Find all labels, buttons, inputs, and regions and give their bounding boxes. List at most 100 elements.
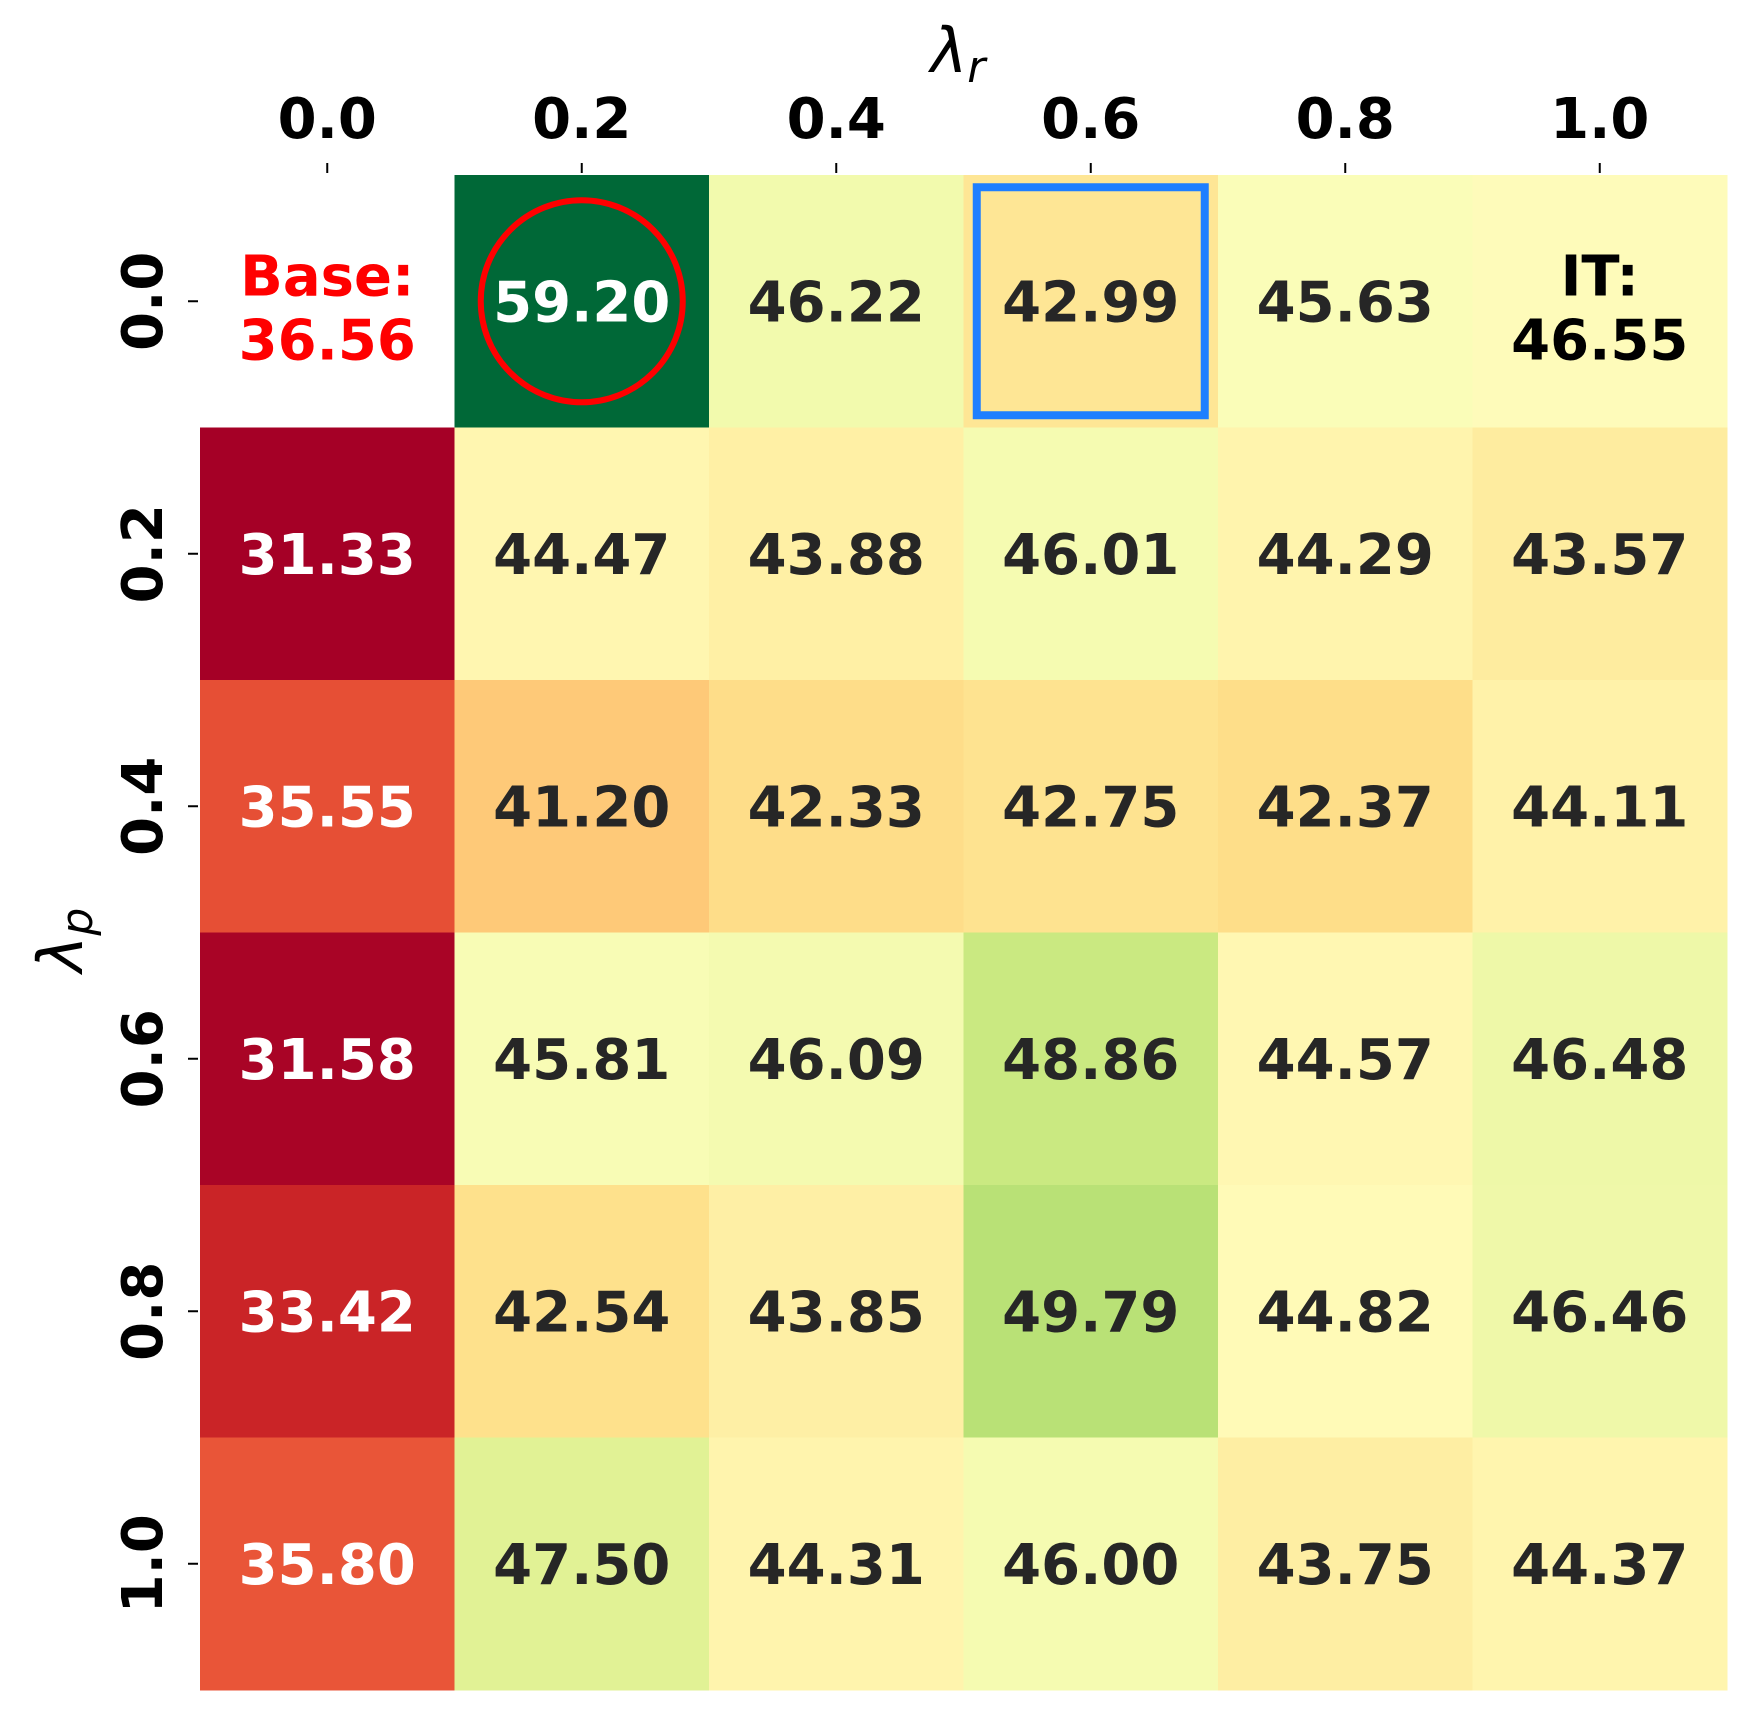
heatmap-cell — [709, 1185, 964, 1438]
y-tick-label: 0.0 — [111, 252, 176, 351]
cell-value-label: 35.80 — [239, 1533, 416, 1598]
heatmap-cell — [963, 175, 1219, 428]
heatmap-cell — [709, 932, 964, 1186]
heatmap-cell — [963, 1185, 1219, 1438]
highlight-square — [972, 183, 1209, 420]
cell-value-label: 46.00 — [1002, 1533, 1179, 1598]
cell-value-label: 31.33 — [239, 523, 416, 588]
y-tick-label: 0.4 — [111, 757, 176, 856]
cell-value-label: 42.99 — [1002, 270, 1179, 335]
cell-value-label: 47.50 — [493, 1533, 670, 1598]
cell-value-label: 44.47 — [493, 523, 670, 588]
cell-value-label: 44.11 — [1511, 775, 1688, 840]
heatmap-cell — [963, 680, 1219, 933]
heatmap-cell — [1472, 175, 1728, 428]
y-axis-title-symbol: λ — [24, 936, 97, 976]
heatmap-cell — [709, 175, 964, 428]
x-tick-label: 0.0 — [278, 87, 377, 152]
x-axis: 0.0 0.2 0.4 0.6 0.8 1.0 — [278, 87, 1649, 173]
y-tick-label: 1.0 — [111, 1514, 176, 1613]
heatmap-cells — [200, 175, 1728, 1691]
cell-value-label: 44.57 — [1257, 1028, 1434, 1093]
cell-value-label: 42.33 — [748, 775, 925, 840]
heatmap-cell — [200, 175, 455, 428]
cell-value-label: 31.58 — [239, 1028, 416, 1093]
y-tick-label: 0.2 — [111, 504, 176, 603]
cell-value-label: 43.85 — [748, 1280, 925, 1345]
cell-value-label: 43.75 — [1257, 1533, 1434, 1598]
cell-special-value: 46.55 — [1511, 308, 1688, 373]
cell-value-label: 35.55 — [239, 775, 416, 840]
heatmap-cell-labels: Base:36.56 59.20 46.22 42.99 45.63 IT:46.55 31… — [239, 244, 1689, 1598]
heatmap-cell — [1218, 680, 1473, 933]
cell-value-label: 44.31 — [748, 1533, 925, 1598]
heatmap-cell — [200, 932, 455, 1186]
cell-value-label: 46.01 — [1002, 523, 1179, 588]
heatmap-highlights — [477, 183, 1209, 420]
y-axis-title: λp — [24, 908, 103, 976]
cell-value-label: 33.42 — [239, 1280, 416, 1345]
x-tick-label: 0.4 — [787, 87, 886, 152]
cell-special-label: Base: — [240, 244, 414, 309]
y-axis-title-subscript: p — [52, 908, 103, 937]
heatmap-cell — [709, 680, 964, 933]
heatmap-cell — [1218, 175, 1473, 428]
y-tick-label: 0.6 — [111, 1009, 176, 1108]
x-tick-label: 0.6 — [1041, 87, 1140, 152]
heatmap-cell — [1472, 680, 1728, 933]
heatmap-cell — [454, 680, 710, 933]
cell-value-label: 46.46 — [1511, 1280, 1688, 1345]
cell-value-label: 41.20 — [493, 775, 670, 840]
cell-value-label: 45.63 — [1257, 270, 1434, 335]
heatmap-cell — [1472, 1437, 1728, 1691]
heatmap-cell — [1472, 1185, 1728, 1438]
heatmap-cell — [200, 1185, 455, 1438]
highlight-circle — [477, 197, 686, 406]
heatmap-cell — [200, 680, 455, 933]
heatmap-cell — [1472, 427, 1728, 681]
cell-value-label: 48.86 — [1002, 1028, 1179, 1093]
heatmap-cell — [454, 1185, 710, 1438]
heatmap-cell — [454, 175, 710, 428]
cell-special-value: 36.56 — [239, 308, 416, 373]
cell-special-label: IT: — [1561, 244, 1639, 309]
heatmap-cell — [1218, 427, 1473, 681]
heatmap-cell — [1218, 1437, 1473, 1691]
cell-value-label: 44.29 — [1257, 523, 1434, 588]
y-tick-label: 0.8 — [111, 1262, 176, 1361]
heatmap-cell — [454, 1437, 710, 1691]
cell-value-label: 46.48 — [1511, 1028, 1688, 1093]
x-tick-label: 1.0 — [1550, 87, 1649, 152]
heatmap-cell — [1218, 932, 1473, 1186]
cell-value-label: 45.81 — [493, 1028, 670, 1093]
cell-value-label: 46.22 — [748, 270, 925, 335]
cell-value-label: 46.09 — [748, 1028, 925, 1093]
x-axis-title-subscript: r — [967, 42, 988, 93]
heatmap-cell — [1218, 1185, 1473, 1438]
heatmap-cell — [709, 427, 964, 681]
heatmap-cell — [963, 1437, 1219, 1691]
x-tick-label: 0.8 — [1296, 87, 1395, 152]
x-axis-title: λr — [928, 14, 989, 93]
x-axis-title-symbol: λ — [928, 14, 968, 87]
y-axis: 0.0 0.2 0.4 0.6 0.8 1.0 — [111, 252, 198, 1613]
heatmap-cell — [454, 932, 710, 1186]
cell-value-label: 44.82 — [1257, 1280, 1434, 1345]
cell-value-label: 42.54 — [493, 1280, 670, 1345]
cell-value-label: 49.79 — [1002, 1280, 1179, 1345]
cell-value-label: 59.20 — [493, 270, 670, 335]
cell-value-label: 43.57 — [1511, 523, 1688, 588]
heatmap-cell — [454, 427, 710, 681]
heatmap-cell — [200, 427, 455, 681]
cell-value-label: 43.88 — [748, 523, 925, 588]
heatmap-cell — [963, 427, 1219, 681]
cell-value-label: 42.37 — [1257, 775, 1434, 840]
cell-value-label: 42.75 — [1002, 775, 1179, 840]
heatmap-cell — [709, 1437, 964, 1691]
heatmap-cell — [963, 932, 1219, 1186]
heatmap-cell — [1472, 932, 1728, 1186]
heatmap-cell — [200, 1437, 455, 1691]
cell-value-label: 44.37 — [1511, 1533, 1688, 1598]
x-tick-label: 0.2 — [532, 87, 631, 152]
